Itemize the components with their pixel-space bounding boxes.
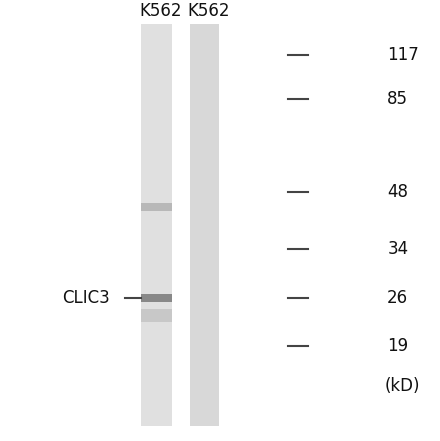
Text: 48: 48 <box>387 183 408 201</box>
Text: CLIC3: CLIC3 <box>62 289 110 306</box>
Text: 26: 26 <box>387 289 408 306</box>
Bar <box>190 24 219 426</box>
Text: K562: K562 <box>139 2 182 20</box>
Text: 117: 117 <box>387 46 419 64</box>
Bar <box>141 24 172 426</box>
Bar <box>141 294 172 302</box>
Text: 85: 85 <box>387 90 408 108</box>
Bar <box>141 309 172 322</box>
Text: 34: 34 <box>387 240 408 258</box>
Text: (kD): (kD) <box>385 377 421 395</box>
Bar <box>141 203 172 211</box>
Text: K562: K562 <box>188 2 230 20</box>
Text: 19: 19 <box>387 337 408 355</box>
